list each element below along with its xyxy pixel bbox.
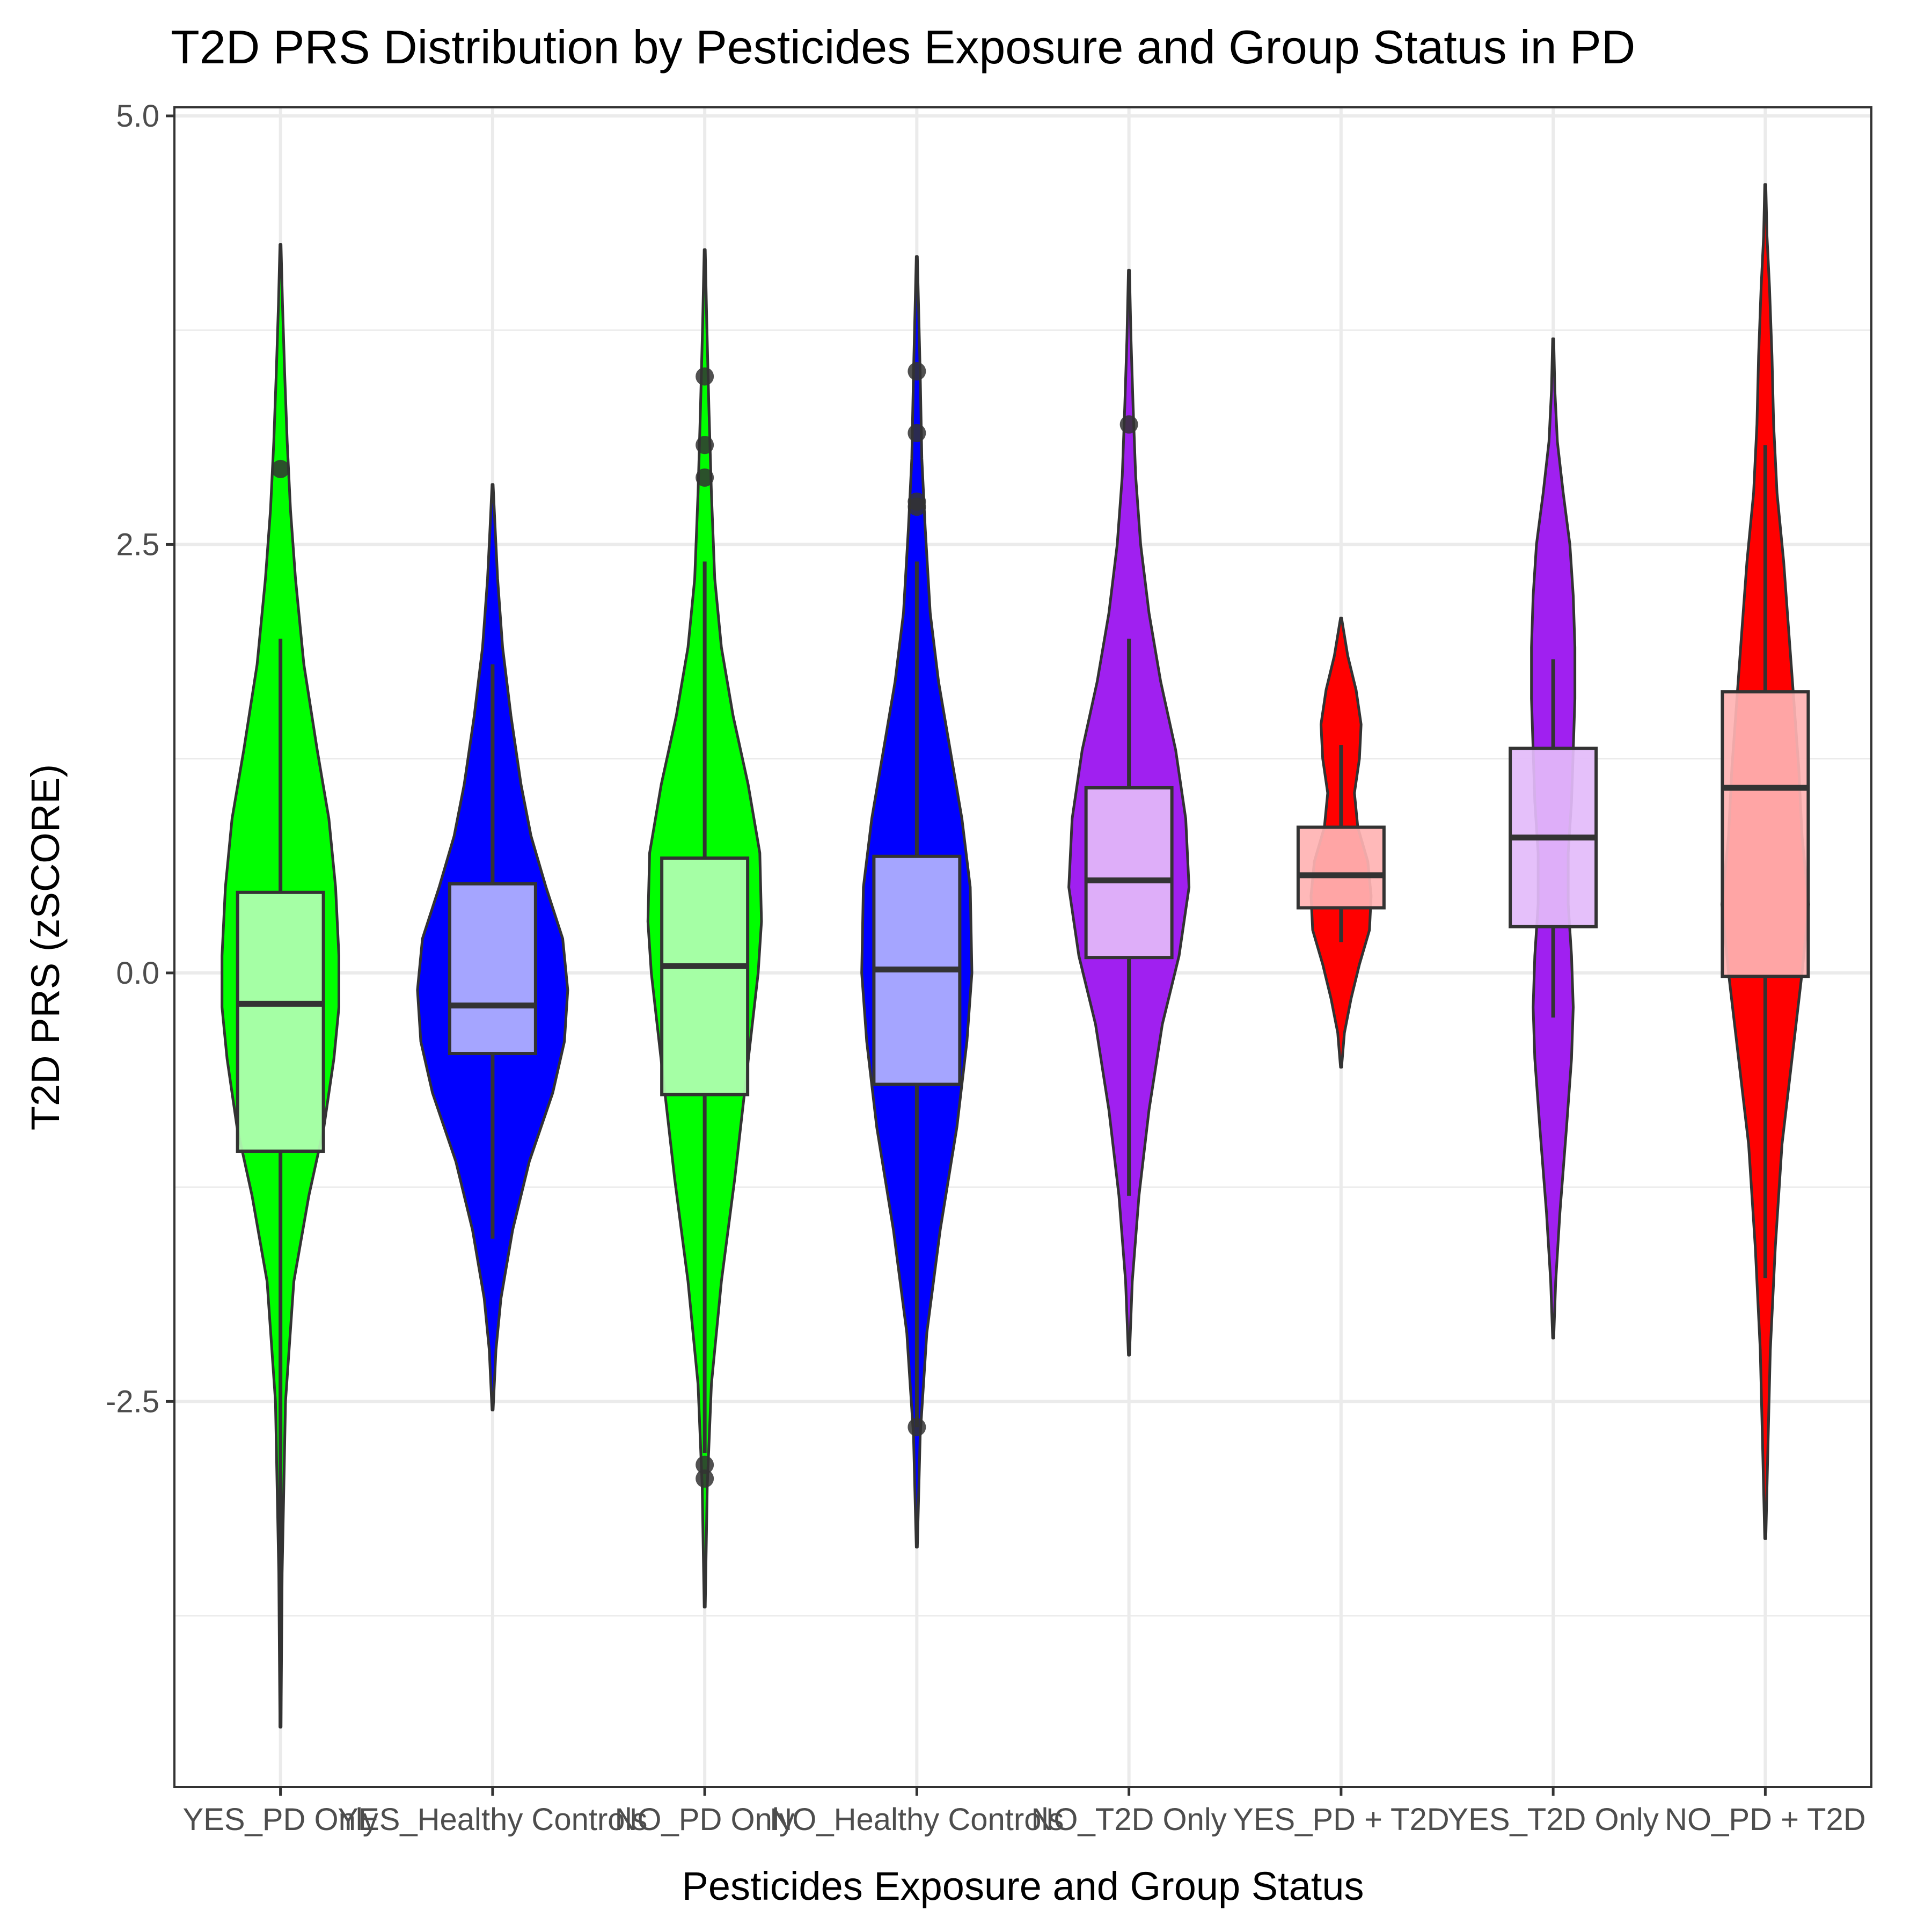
x-tick-label: NO_PD Only xyxy=(615,1802,795,1837)
x-tick-label: YES_T2D Only xyxy=(1447,1802,1658,1837)
y-tick-label: 5.0 xyxy=(116,99,159,134)
y-tick-label: 2.5 xyxy=(116,527,159,562)
y-tick-label: 0.0 xyxy=(116,956,159,991)
box-iqr xyxy=(236,890,325,1153)
box-iqr xyxy=(1296,825,1386,910)
outlier-point xyxy=(908,423,926,442)
outlier-point xyxy=(696,367,714,386)
chart-title: T2D PRS Distribution by Pesticides Expos… xyxy=(171,20,1635,74)
plot-border xyxy=(173,106,1872,1788)
box-iqr xyxy=(1084,786,1174,960)
outlier-point xyxy=(271,459,290,478)
boxplot-5 xyxy=(1084,415,1174,1196)
x-axis-title: Pesticides Exposure and Group Status xyxy=(682,1864,1364,1908)
boxplot-3 xyxy=(660,367,750,1488)
outlier-point xyxy=(908,497,926,516)
boxplot-series xyxy=(236,362,1810,1728)
boxplot-4 xyxy=(872,362,962,1437)
y-axis-title: T2D PRS (zSCORE) xyxy=(23,764,68,1131)
boxplot-6 xyxy=(1296,745,1386,942)
boxplot-7 xyxy=(1509,659,1598,1018)
outlier-point xyxy=(696,468,714,487)
x-tick-label: YES_Healthy Controls xyxy=(338,1802,647,1837)
outlier-point xyxy=(908,362,926,380)
box-iqr xyxy=(448,882,537,1056)
x-tick-label: NO_T2D Only xyxy=(1031,1802,1227,1837)
outlier-point xyxy=(1119,415,1138,434)
box-iqr xyxy=(660,856,750,1096)
outlier-point xyxy=(696,436,714,455)
outlier-point xyxy=(908,1418,926,1437)
boxplot-8 xyxy=(1721,445,1810,1278)
boxplot-1 xyxy=(236,459,325,1728)
x-tick-label: YES_PD Only xyxy=(182,1802,378,1837)
outlier-point xyxy=(696,1455,714,1474)
box-iqr xyxy=(1721,690,1810,978)
y-tick-label: -2.5 xyxy=(106,1384,159,1419)
x-tick-label: YES_PD + T2D xyxy=(1233,1802,1450,1837)
x-tick-label: NO_Healthy Controls xyxy=(770,1802,1064,1837)
x-tick-label: NO_PD + T2D xyxy=(1665,1802,1865,1837)
outlier-point xyxy=(696,1469,714,1488)
boxplot-2 xyxy=(448,664,537,1239)
